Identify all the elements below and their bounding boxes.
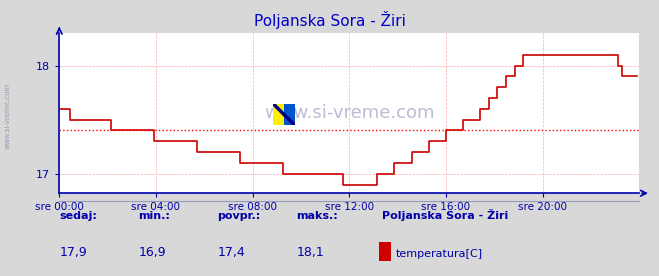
Bar: [284, 104, 295, 125]
Text: sedaj:: sedaj:: [59, 211, 97, 221]
Text: maks.:: maks.:: [297, 211, 338, 221]
Text: Poljanska Sora - Žiri: Poljanska Sora - Žiri: [254, 11, 405, 29]
Text: 17,9: 17,9: [59, 246, 87, 259]
Text: www.si-vreme.com: www.si-vreme.com: [5, 83, 11, 149]
Text: 16,9: 16,9: [138, 246, 166, 259]
Text: povpr.:: povpr.:: [217, 211, 261, 221]
Text: min.:: min.:: [138, 211, 170, 221]
Text: 17,4: 17,4: [217, 246, 245, 259]
Text: www.si-vreme.com: www.si-vreme.com: [264, 104, 434, 122]
Bar: [273, 104, 284, 125]
Text: Poljanska Sora - Žiri: Poljanska Sora - Žiri: [382, 209, 509, 221]
Text: temperatura[C]: temperatura[C]: [395, 250, 482, 259]
Text: 18,1: 18,1: [297, 246, 324, 259]
